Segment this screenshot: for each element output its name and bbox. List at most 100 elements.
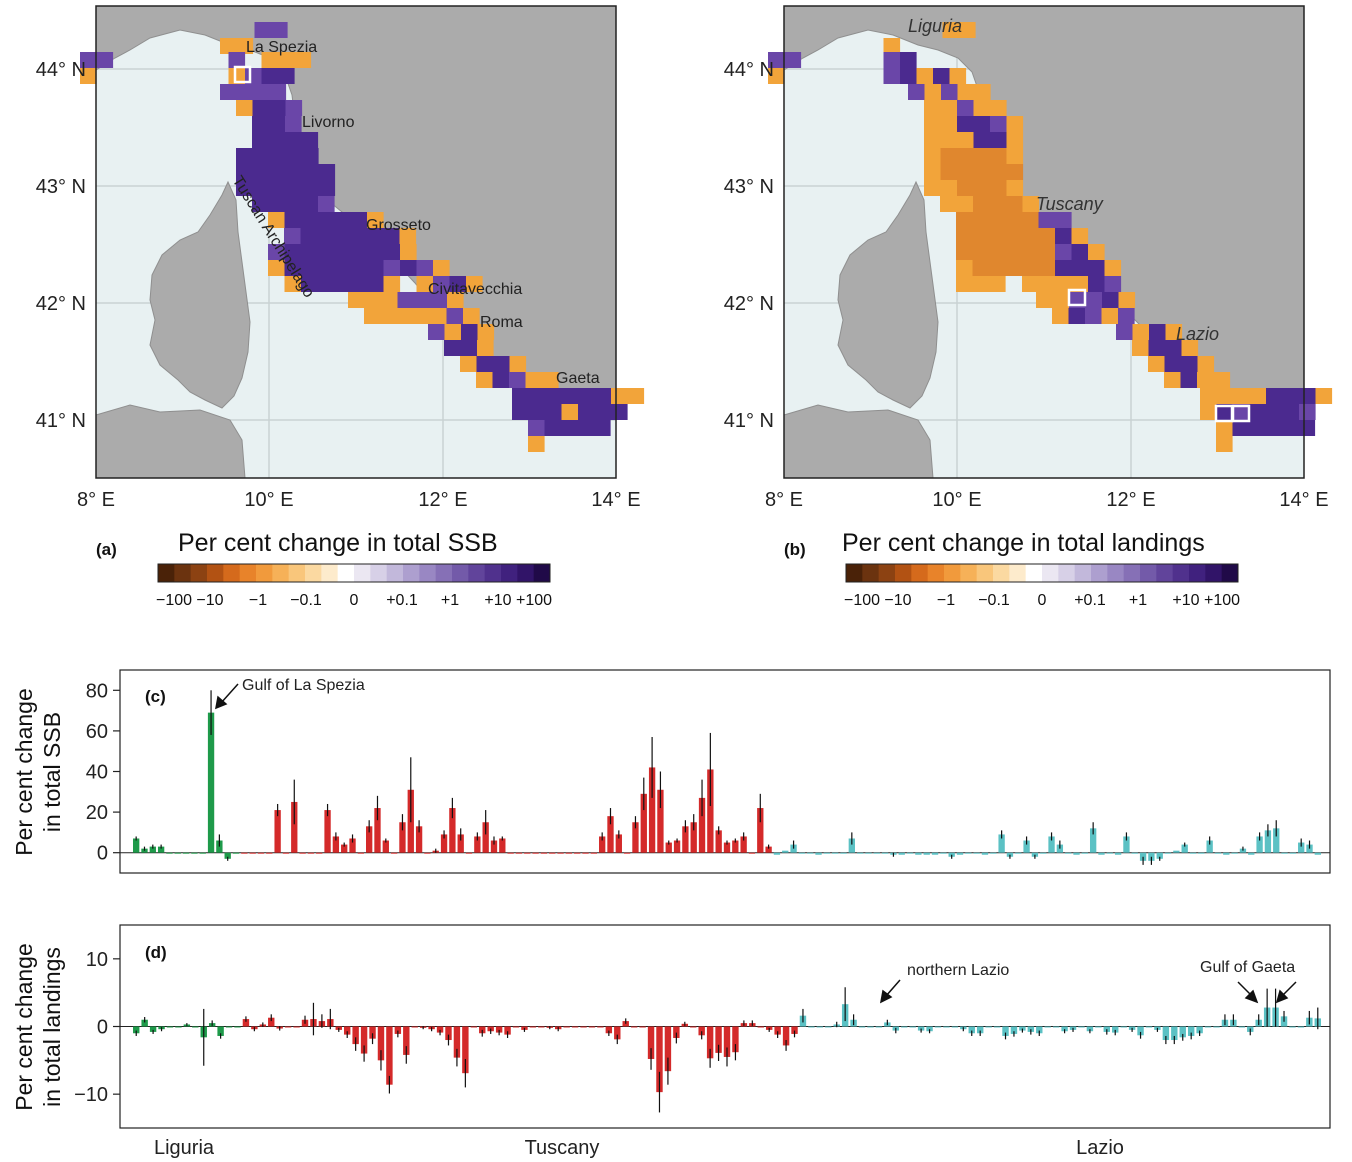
grid-cell — [1038, 276, 1056, 292]
grid-cell — [254, 22, 272, 38]
bar — [445, 1026, 452, 1041]
grid-cell — [1165, 340, 1182, 356]
grid-cell — [446, 308, 464, 324]
bar — [241, 852, 248, 854]
grid-cell — [1299, 404, 1316, 420]
grid-cell — [261, 68, 279, 84]
lat-tick: 43° N — [36, 176, 86, 198]
colorbar-tick: +0.1 — [1074, 592, 1106, 609]
grid-cell — [611, 388, 628, 404]
grid-cell — [989, 212, 1006, 228]
grid-cell — [611, 404, 628, 420]
grid-cell — [492, 372, 510, 388]
bar — [934, 1026, 942, 1028]
bar — [394, 1026, 402, 1034]
grid-cell — [318, 196, 335, 212]
bar — [1123, 836, 1130, 853]
y-tick-label: 0 — [97, 843, 108, 865]
grid-cell — [924, 132, 941, 148]
region-label: Liguria — [908, 16, 962, 36]
grid-cell — [1102, 292, 1119, 308]
grid-cell — [972, 260, 990, 276]
bar — [931, 852, 939, 855]
grid-cell — [284, 260, 302, 276]
grid-cell — [1006, 132, 1024, 148]
bar — [926, 1026, 933, 1032]
colorbar-swatch — [1189, 564, 1206, 582]
bar — [723, 842, 731, 853]
bar — [449, 808, 456, 853]
colorbar-a: (a) Per cent change in total SSB −100 −10… — [96, 529, 552, 609]
bar — [291, 801, 298, 853]
map-a: La Spezia Livorno Grosseto Civitavecchia… — [80, 5, 645, 479]
grid-cell — [990, 180, 1007, 196]
grid-cell — [1132, 324, 1150, 340]
bar — [951, 1026, 959, 1028]
colorbar-swatch — [435, 564, 453, 582]
region-label: Lazio — [1176, 324, 1219, 344]
grid-cell — [1180, 372, 1198, 388]
bar — [1078, 1026, 1085, 1028]
bar — [1156, 852, 1163, 859]
bar — [1023, 840, 1030, 853]
bar — [816, 1026, 824, 1028]
grid-cell — [1088, 244, 1105, 260]
grid-cell — [285, 180, 303, 196]
y-tick-label: −10 — [74, 1084, 108, 1106]
grid-cell — [972, 228, 990, 244]
grid-cell — [940, 148, 958, 164]
bar — [630, 1026, 638, 1028]
bar — [1065, 852, 1072, 854]
grid-cell — [317, 212, 335, 228]
grid-cell — [940, 100, 958, 116]
grid-cell — [301, 212, 318, 228]
lon-tick: 10° E — [932, 489, 981, 511]
grid-cell — [317, 276, 335, 292]
grid-cell — [1022, 276, 1039, 292]
grid-cell — [1282, 404, 1300, 420]
grid-cell — [381, 292, 398, 308]
grid-cell — [924, 164, 941, 180]
bar — [1289, 852, 1297, 854]
grid-cell — [285, 132, 302, 148]
bar — [1052, 1026, 1060, 1028]
bar — [998, 834, 1005, 853]
place-label: Civitavecchia — [428, 281, 522, 298]
bar — [973, 852, 980, 854]
bar — [141, 848, 148, 853]
bar — [715, 1026, 722, 1053]
grid-cell — [1038, 260, 1056, 276]
grid-cell — [528, 436, 545, 452]
bar — [1314, 852, 1322, 855]
bar — [524, 852, 531, 854]
grid-cell — [1006, 148, 1024, 164]
grid-cell — [924, 116, 941, 132]
bar — [623, 852, 631, 854]
grid-cell — [1006, 196, 1023, 212]
grid-cell — [367, 244, 384, 260]
colorbar-swatch — [272, 564, 290, 582]
grid-cell — [477, 324, 495, 340]
lat-tick: 41° N — [724, 410, 774, 432]
colorbar-swatch — [403, 564, 420, 582]
grid-cell — [957, 164, 974, 180]
grid-cell — [956, 244, 973, 260]
panel-label-c: (c) — [145, 687, 166, 706]
grid-cell — [956, 260, 973, 276]
grid-cell — [1249, 420, 1266, 436]
colorbar-tick: −10 — [884, 592, 911, 609]
grid-cell — [1055, 228, 1072, 244]
colorbar-swatch — [1074, 564, 1092, 582]
bar — [299, 852, 306, 854]
colorbar-swatch — [419, 564, 437, 582]
grid-cell — [989, 244, 1006, 260]
colorbar-tick: −0.1 — [290, 592, 322, 609]
grid-cell — [285, 164, 303, 180]
bar — [1223, 852, 1230, 855]
bar — [174, 852, 181, 854]
colorbar-swatch — [1123, 564, 1141, 582]
bar — [580, 1026, 587, 1028]
bar — [529, 1026, 537, 1028]
bar — [791, 1026, 798, 1034]
